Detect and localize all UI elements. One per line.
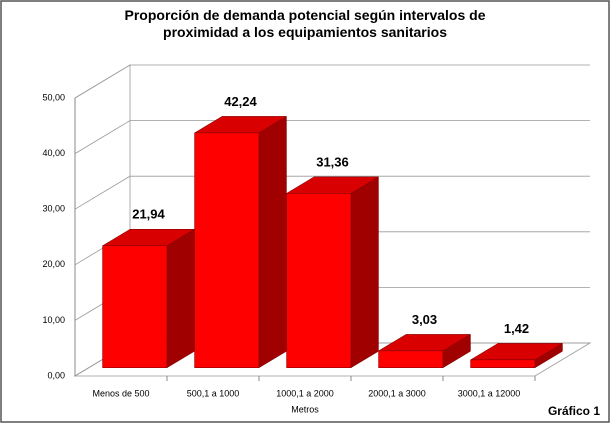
value-label: 21,94: [132, 207, 165, 222]
value-label: 31,36: [316, 154, 349, 169]
value-label: 42,24: [224, 94, 257, 109]
bar-side: [350, 176, 379, 369]
x-tick-label: 1000,1 a 2000: [276, 388, 334, 398]
bar-side: [166, 228, 195, 369]
y-tick-label: 20,00: [42, 259, 65, 269]
x-tick-label: Menos de 500: [92, 388, 149, 398]
x-tick-label: 3000,1 a 12000: [458, 388, 521, 398]
annotation: Gráfico 1: [548, 404, 600, 418]
chart-title: Proporción de demanda potencial según in…: [124, 7, 486, 40]
grid-line: [74, 175, 590, 210]
value-label: 3,03: [412, 312, 437, 327]
x-tick-label: 2000,1 a 3000: [368, 388, 426, 398]
bar-front: [194, 132, 260, 368]
bar: [101, 228, 196, 369]
y-tick-label: 50,00: [42, 92, 65, 102]
y-tick-label: 30,00: [42, 204, 65, 214]
bar: [377, 333, 472, 369]
grid-line: [74, 64, 590, 99]
bar-front: [378, 350, 444, 368]
grid-line: [74, 120, 590, 154]
bar-side: [258, 115, 287, 369]
x-axis-label: Metros: [291, 404, 319, 414]
bar: [285, 176, 380, 369]
y-tick-label: 0,00: [47, 370, 65, 380]
y-tick-label: 10,00: [42, 315, 65, 325]
bar-front: [470, 359, 536, 368]
bar: [469, 342, 564, 369]
bar-front: [286, 193, 352, 368]
x-tick-label: 500,1 a 1000: [187, 388, 240, 398]
bar: [193, 115, 288, 369]
value-label: 1,42: [504, 321, 529, 336]
bar-front: [102, 245, 168, 368]
y-tick-label: 40,00: [42, 148, 65, 158]
